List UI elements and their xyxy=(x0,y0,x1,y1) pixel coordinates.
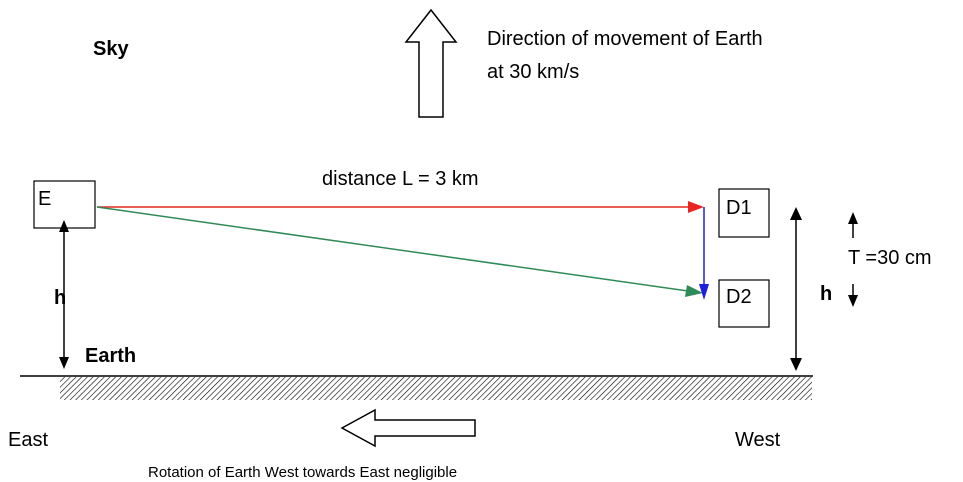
left-height-arrowhead-down xyxy=(59,357,69,369)
detector-d2-box xyxy=(718,279,770,328)
right-height-arrowhead-down xyxy=(790,358,802,371)
diagonal-beam xyxy=(96,206,689,292)
rotation-caption: Rotation of Earth West towards East negl… xyxy=(148,464,457,481)
earth-label: Earth xyxy=(85,345,136,367)
earth-ground-hatch xyxy=(60,377,812,400)
east-label: East xyxy=(8,429,48,451)
right-height-label: h xyxy=(820,283,832,305)
diagonal-beam-arrowhead xyxy=(685,285,703,297)
earth-motion-arrow-icon xyxy=(404,8,458,118)
direction-label-line1: Direction of movement of Earth xyxy=(487,28,763,50)
thickness-arrowhead-up xyxy=(848,212,858,224)
distance-label: distance L = 3 km xyxy=(322,168,479,190)
horizontal-beam-arrowhead xyxy=(688,201,704,213)
displacement-arrowhead xyxy=(699,284,709,300)
earth-rotation-arrow-icon xyxy=(340,408,476,448)
emitter-box xyxy=(33,180,96,229)
detector-d2-label: D2 xyxy=(726,286,752,308)
detector-d1-label: D1 xyxy=(726,197,752,219)
emitter-label: E xyxy=(38,188,51,210)
right-height-arrowhead-up xyxy=(790,207,802,220)
thickness-arrowhead-down xyxy=(848,295,858,307)
sky-label: Sky xyxy=(93,38,129,60)
west-label: West xyxy=(735,429,781,451)
detector-d1-box xyxy=(718,188,770,238)
left-height-label: h xyxy=(54,287,66,309)
left-height-arrowhead-up xyxy=(59,220,69,232)
direction-label-line2: at 30 km/s xyxy=(487,61,579,83)
thickness-label: T =30 cm xyxy=(848,247,932,269)
